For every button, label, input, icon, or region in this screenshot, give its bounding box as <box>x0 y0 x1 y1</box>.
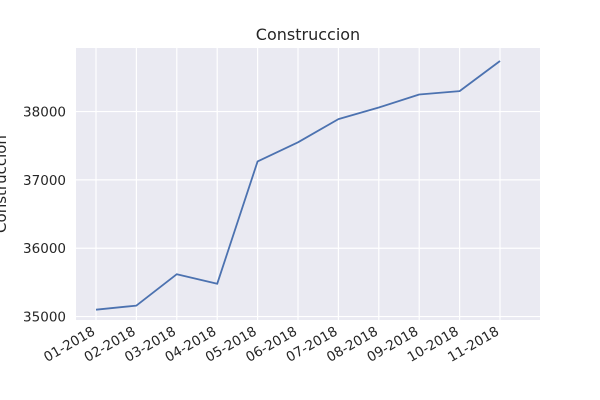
series-layer <box>95 60 501 311</box>
grid <box>76 48 540 320</box>
y-axis: 35000 36000 37000 38000 <box>23 105 66 326</box>
plot-area <box>76 48 540 320</box>
y-tick-label: 36000 <box>23 241 66 257</box>
y-tick-label: 38000 <box>23 105 66 121</box>
chart-title: Construccion <box>256 25 360 44</box>
y-tick-label: 37000 <box>23 173 66 189</box>
y-axis-label: Construccion <box>0 135 10 233</box>
y-tick-label: 35000 <box>23 310 66 326</box>
series-line <box>95 60 501 311</box>
